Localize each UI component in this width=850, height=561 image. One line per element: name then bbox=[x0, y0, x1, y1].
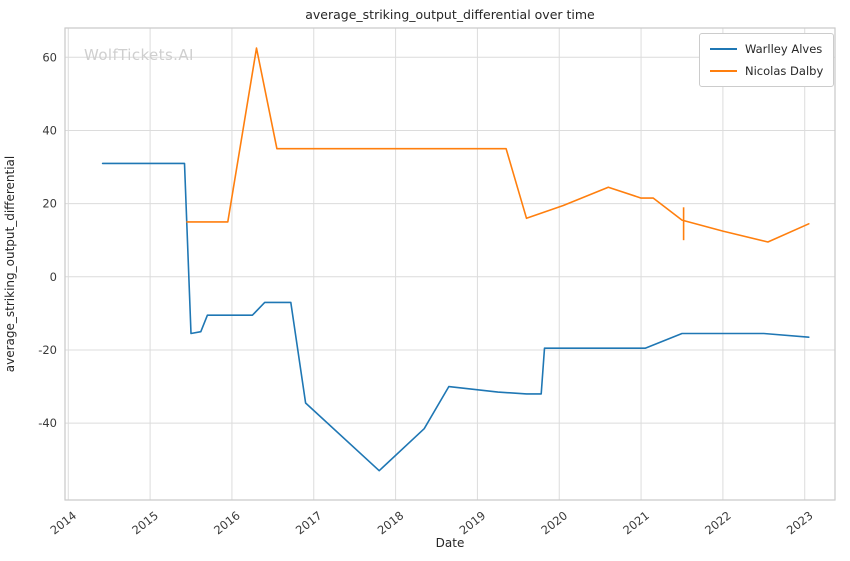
legend: Warlley Alves Nicolas Dalby bbox=[699, 33, 835, 87]
y-tick-label: -20 bbox=[38, 343, 57, 357]
x-tick-label: 2021 bbox=[620, 508, 652, 537]
legend-label: Warlley Alves bbox=[745, 42, 823, 56]
x-tick-label: 2023 bbox=[784, 508, 816, 537]
x-tick-label: 2019 bbox=[457, 508, 489, 537]
y-tick-label: 40 bbox=[42, 123, 57, 137]
y-tick-label: -40 bbox=[38, 416, 57, 430]
legend-line-swatch-1 bbox=[710, 48, 737, 50]
x-tick-label: 2017 bbox=[293, 508, 325, 537]
series-line-1 bbox=[101, 162, 810, 472]
legend-line-swatch-2 bbox=[710, 70, 737, 72]
legend-item: Nicolas Dalby bbox=[710, 64, 823, 78]
y-axis-label: average_striking_output_differential bbox=[3, 155, 17, 373]
x-tick-label: 2016 bbox=[211, 508, 243, 537]
y-tick-label: 0 bbox=[50, 270, 57, 284]
x-tick-label: 2020 bbox=[538, 508, 570, 537]
series-line-2 bbox=[186, 47, 810, 243]
y-tick-label: 60 bbox=[42, 50, 57, 64]
x-tick-label: 2022 bbox=[702, 508, 734, 537]
x-tick-label: 2014 bbox=[47, 508, 79, 537]
x-axis-label: Date bbox=[435, 536, 465, 550]
legend-item: Warlley Alves bbox=[710, 42, 823, 56]
legend-label: Nicolas Dalby bbox=[745, 64, 824, 78]
watermark: WolfTickets.AI bbox=[84, 46, 194, 64]
plot-border bbox=[64, 27, 836, 501]
x-tick-label: 2015 bbox=[129, 508, 161, 537]
y-tick-label: 20 bbox=[42, 197, 57, 211]
chart-title: average_striking_output_differential ove… bbox=[305, 7, 595, 22]
x-tick-label: 2018 bbox=[375, 508, 407, 537]
